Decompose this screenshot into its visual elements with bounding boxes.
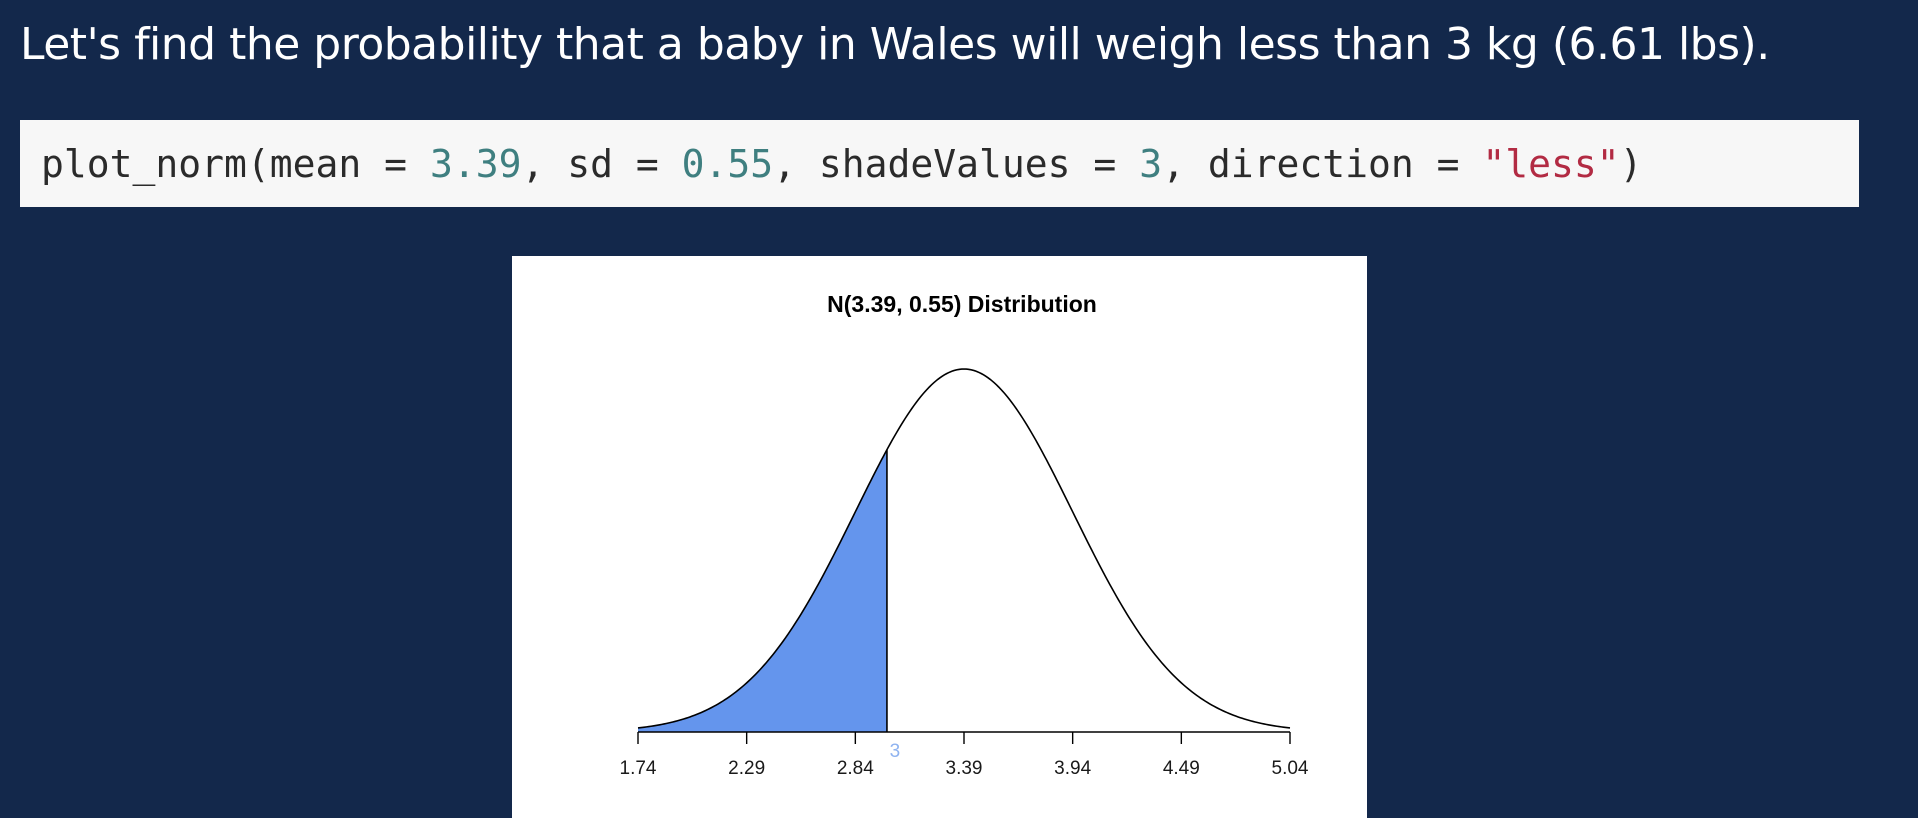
code-mean-arg: mean = — [269, 141, 430, 186]
code-close-paren: ) — [1619, 141, 1643, 186]
code-shade-arg: shadeValues = — [818, 141, 1140, 186]
code-direction-value: "less" — [1482, 141, 1620, 186]
x-tick-label: 5.04 — [1272, 758, 1309, 779]
x-tick-label: 3.94 — [1054, 758, 1091, 779]
code-separator: , — [773, 141, 819, 186]
page-heading: Let's find the probability that a baby i… — [20, 19, 1770, 70]
shaded-area — [638, 449, 887, 732]
code-shade-value: 3 — [1139, 141, 1163, 186]
code-sd-arg: sd = — [567, 141, 682, 186]
x-tick-label: 3.39 — [946, 758, 983, 779]
code-mean-value: 3.39 — [429, 141, 522, 186]
plot-panel: N(3.39, 0.55) Distribution 1.74 2.29 2.84 3… — [512, 256, 1367, 818]
code-sd-value: 0.55 — [681, 141, 774, 186]
x-tick-label: 4.49 — [1163, 758, 1200, 779]
code-separator: , — [1162, 141, 1208, 186]
x-tick-label: 2.84 — [837, 758, 874, 779]
chart-title: N(3.39, 0.55) Distribution — [827, 291, 1097, 317]
normal-distribution-chart: N(3.39, 0.55) Distribution 1.74 2.29 2.84 3… — [620, 291, 1309, 779]
code-block: plot_norm(mean = 3.39, sd = 0.55, shadeV… — [20, 120, 1859, 207]
code-separator: , — [521, 141, 568, 186]
density-curve — [637, 368, 1291, 729]
code-direction-arg: direction = — [1207, 141, 1483, 186]
code-function: plot_norm( — [41, 141, 270, 186]
x-tick-label: 1.74 — [620, 758, 657, 779]
shade-value-label: 3 — [890, 741, 901, 762]
x-tick-label: 2.29 — [728, 758, 765, 779]
